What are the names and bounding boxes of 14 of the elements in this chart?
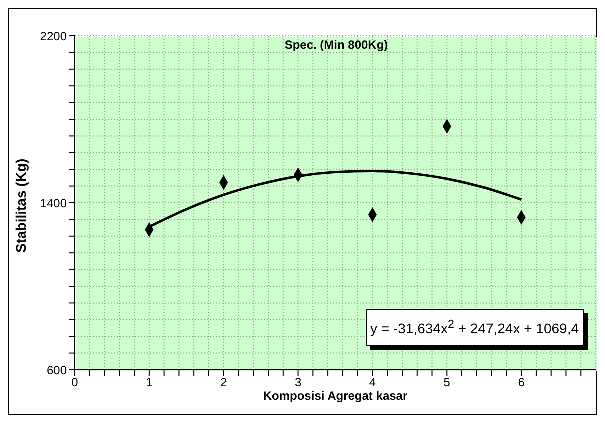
annotation: y = -31,634x$^{2}$ + 247,24x + 1069,4 [366, 309, 584, 346]
x-axis-title: Komposisi Agregat kasar [263, 389, 408, 403]
chart-title: Spec. (Min 800Kg) [284, 38, 390, 52]
y-tick-label: 600 [46, 363, 68, 378]
x-tick-label: 4 [369, 376, 376, 390]
y-tick-label: 2200 [40, 29, 68, 44]
x-tick-label: 5 [444, 376, 451, 390]
x-tick-label: 0 [72, 376, 79, 390]
x-tick-label: 2 [220, 376, 228, 390]
y-tick-label: 1400 [40, 196, 68, 210]
x-tick-label: 3 [294, 376, 302, 390]
x-tick-label: 6 [518, 376, 526, 390]
y-axis-title: Stabilitas (Kg) [12, 158, 29, 253]
x-tick-label: 1 [146, 376, 154, 390]
